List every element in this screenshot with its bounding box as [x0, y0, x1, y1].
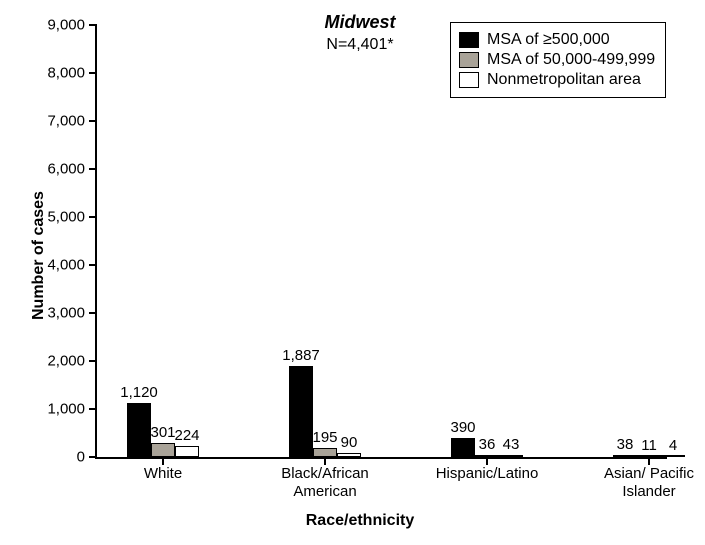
y-tick-label: 4,000 [47, 257, 97, 274]
plot-area: 01,0002,0003,0004,0005,0006,0007,0008,00… [95, 25, 667, 459]
bar-value-label: 390 [450, 419, 475, 436]
y-tick-label: 0 [77, 449, 97, 466]
category-label: Black/AfricanAmerican [260, 457, 390, 501]
y-tick-label: 1,000 [47, 401, 97, 418]
bar-value-label: 36 [479, 436, 496, 453]
bar-value-label: 4 [669, 437, 677, 454]
bar-value-label: 224 [174, 427, 199, 444]
category-label: White [108, 457, 218, 483]
bar-value-label: 195 [312, 429, 337, 446]
y-tick-label: 3,000 [47, 305, 97, 322]
y-tick-label: 7,000 [47, 113, 97, 130]
y-tick-label: 2,000 [47, 353, 97, 370]
bar [127, 403, 151, 457]
category-label: Hispanic/Latino [422, 457, 552, 483]
bar-value-label: 90 [341, 434, 358, 451]
y-tick-label: 6,000 [47, 161, 97, 178]
bar [175, 446, 199, 457]
bar-value-label: 38 [617, 436, 634, 453]
bar [289, 366, 313, 457]
y-tick-label: 9,000 [47, 17, 97, 34]
bar-value-label: 1,887 [282, 347, 320, 364]
bar [451, 438, 475, 457]
x-axis-label: Race/ethnicity [260, 512, 460, 530]
y-tick-label: 8,000 [47, 65, 97, 82]
y-tick-label: 5,000 [47, 209, 97, 226]
bar-value-label: 301 [150, 424, 175, 441]
category-label: Asian/ PacificIslander [589, 457, 705, 501]
bar-value-label: 1,120 [120, 384, 158, 401]
bar [151, 443, 175, 457]
bar-value-label: 11 [641, 437, 657, 454]
chart-container: Midwest N=4,401* MSA of ≥500,000MSA of 5… [0, 0, 705, 545]
y-axis-label: Number of cases [30, 191, 48, 320]
bar-value-label: 43 [503, 436, 520, 453]
bar [313, 448, 337, 457]
